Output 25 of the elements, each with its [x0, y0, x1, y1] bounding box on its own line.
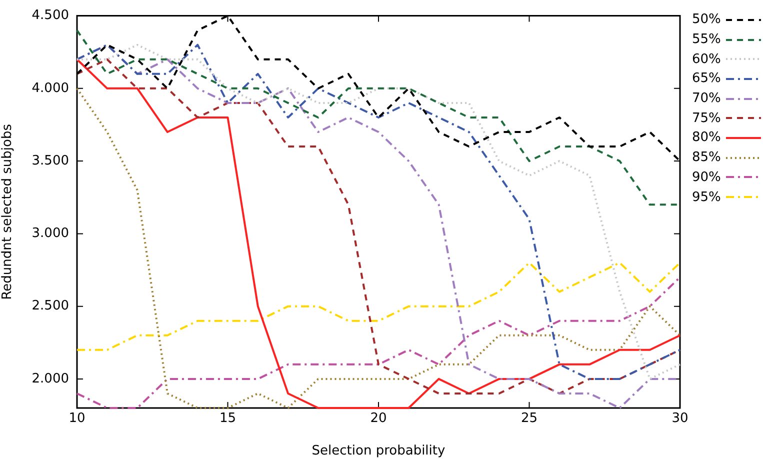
legend-label: 50% [692, 12, 721, 28]
legend-label: 90% [692, 170, 721, 185]
legend-label: 65% [692, 71, 721, 86]
y-tick-label: 4.500 [32, 8, 69, 24]
y-tick-label: 2.000 [32, 371, 69, 386]
legend-label: 80% [692, 130, 721, 146]
x-tick-label: 15 [219, 411, 236, 426]
y-tick-label: 4.000 [32, 80, 69, 96]
x-tick-label: 10 [68, 411, 86, 426]
line-series [76, 276, 681, 409]
legend-label: 70% [692, 91, 721, 106]
line-series [76, 262, 681, 351]
legend-label: 75% [692, 110, 721, 126]
legend-label: 85% [692, 150, 721, 166]
y-tick-label: 2.500 [32, 298, 69, 314]
legend-label: 55% [692, 32, 721, 48]
legend-label: 95% [692, 190, 721, 205]
x-tick-label: 30 [672, 411, 688, 426]
legend-label: 60% [692, 52, 721, 67]
x-tick-label: 25 [520, 411, 538, 426]
y-tick-label: 3.500 [32, 153, 69, 168]
x-axis-title: Selection probability [312, 444, 446, 459]
x-tick-label: 20 [370, 411, 387, 426]
y-tick-label: 3.000 [32, 226, 69, 242]
y-axis-title: Redundnt selected subjobs [0, 124, 16, 300]
